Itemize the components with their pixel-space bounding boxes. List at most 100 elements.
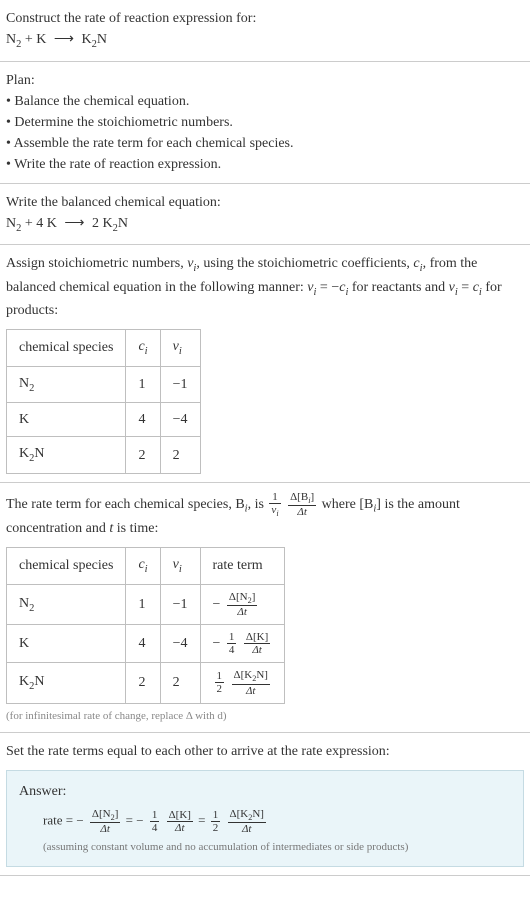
frac-den: 2 [215,683,225,695]
rateterm-text: The rate term for each chemical species,… [6,491,524,539]
cell-species: N2 [7,366,126,403]
balanced-equation: N2 + 4 K ⟶ 2 K2N [6,213,524,237]
table-row: N2 1 −1 − Δ[N2] Δt [7,584,285,624]
stoich-a: Assign stoichiometric numbers, [6,256,187,271]
frac-num: Δ[N2] [90,808,120,823]
plan-item-1: • Balance the chemical equation. [6,91,524,112]
num-a: Δ[K [230,808,249,820]
frac-num: Δ[K] [167,809,193,822]
col-ci-sub: i [145,346,148,357]
answer-box: Answer: rate = − Δ[N2] Δt = − 1 4 Δ[K] Δ… [6,770,524,867]
sp-n-sub: 2 [29,602,34,613]
sp-n: N [19,596,29,611]
cell-c: 2 [126,437,160,474]
eq-n: N [6,32,16,47]
plan-item-3: • Assemble the rate term for each chemic… [6,133,524,154]
sp-n2: N [34,674,44,689]
bal-n2: N [118,216,128,231]
final-heading: Set the rate terms equal to each other t… [6,741,524,762]
cell-species: N2 [7,584,126,624]
cell-species: K [7,625,126,663]
sp-n2: N [34,446,44,461]
rt-e: is time: [113,521,158,536]
frac-dn2-dt: Δ[N2] Δt [90,808,120,835]
frac-1-4: 1 4 [227,631,237,656]
cell-species: K2N [7,663,126,703]
cell-c: 1 [126,584,160,624]
frac-den: Δt [232,685,270,697]
frac-num: 1 [150,809,160,822]
num-a: Δ[K [234,669,253,681]
answer-equation: rate = − Δ[N2] Δt = − 1 4 Δ[K] Δt = 1 2 [19,808,511,835]
table-row: K2N 2 2 [7,437,201,474]
rt-c: where [B [322,497,374,512]
eq-n2: N [97,32,107,47]
cell-c: 1 [126,366,160,403]
stoich-text: Assign stoichiometric numbers, νi, using… [6,253,524,321]
eq-k: K [78,32,92,47]
col-species: chemical species [7,548,126,585]
frac-1-4: 1 4 [150,809,160,834]
eq-sign: = [198,813,209,828]
frac-den: νi [269,504,280,518]
col-ci-sub: i [145,564,148,575]
stoich-section: Assign stoichiometric numbers, νi, using… [0,245,530,483]
bal-n: N [6,216,16,231]
num-b: ] [252,591,256,603]
cell-nu: −1 [160,584,200,624]
frac-den-sub: i [276,509,278,518]
neg-sign: − [213,636,221,651]
cell-c: 4 [126,403,160,437]
frac-num: Δ[K2N] [232,669,270,684]
cell-nu: 2 [160,437,200,474]
frac-den: 2 [211,822,221,834]
table-header-row: chemical species ci νi rate term [7,548,285,585]
frac-den: Δt [90,823,120,835]
stoich-eq1eq: = − [316,280,339,295]
final-section: Set the rate terms equal to each other t… [0,733,530,876]
col-species: chemical species [7,330,126,367]
eq-sign: = [126,813,137,828]
balanced-heading: Write the balanced chemical equation: [6,192,524,213]
frac-num: Δ[K] [244,631,270,644]
num-a: Δ[B [290,491,308,503]
answer-note: (assuming constant volume and no accumul… [19,839,511,856]
eq-arrow: ⟶ [50,32,78,47]
intro-prompt: Construct the rate of reaction expressio… [6,8,524,29]
rt-a: The rate term for each chemical species,… [6,497,245,512]
table-row: K 4 −4 − 1 4 Δ[K] Δt [7,625,285,663]
cell-nu: 2 [160,663,200,703]
frac-num: 1 [211,809,221,822]
col-nui-sub: i [179,346,182,357]
frac-den: 4 [150,822,160,834]
answer-label: Answer: [19,781,511,802]
sp-k: K [19,674,29,689]
cell-nu: −4 [160,625,200,663]
frac-num: 1 [227,631,237,644]
rt-b: , is [248,497,268,512]
frac-den: Δt [228,823,266,835]
bal-2k: 2 K [88,216,112,231]
rateterm-section: The rate term for each chemical species,… [0,483,530,733]
sp-n: N [19,376,29,391]
num-a: Δ[N [229,591,248,603]
frac-den: Δt [227,606,257,618]
neg-sign: − [76,813,83,828]
frac-dbi-dt: Δ[Bi] Δt [288,491,316,518]
num-b: ] [310,491,314,503]
col-nui-sub: i [179,564,182,575]
plan-item-2: • Determine the stoichiometric numbers. [6,112,524,133]
cell-species: K2N [7,437,126,474]
intro-section: Construct the rate of reaction expressio… [0,0,530,62]
cell-rate: − 1 4 Δ[K] Δt [200,625,285,663]
frac-dk-dt: Δ[K] Δt [244,631,270,656]
col-nui: νi [160,548,200,585]
cell-c: 4 [126,625,160,663]
stoich-eq2eq: = [458,280,473,295]
col-nui: νi [160,330,200,367]
frac-dk2n-dt: Δ[K2N] Δt [228,808,266,835]
balanced-section: Write the balanced chemical equation: N2… [0,184,530,246]
frac-den: Δt [167,822,193,834]
frac-num: Δ[K2N] [228,808,266,823]
frac-den: Δt [244,644,270,656]
